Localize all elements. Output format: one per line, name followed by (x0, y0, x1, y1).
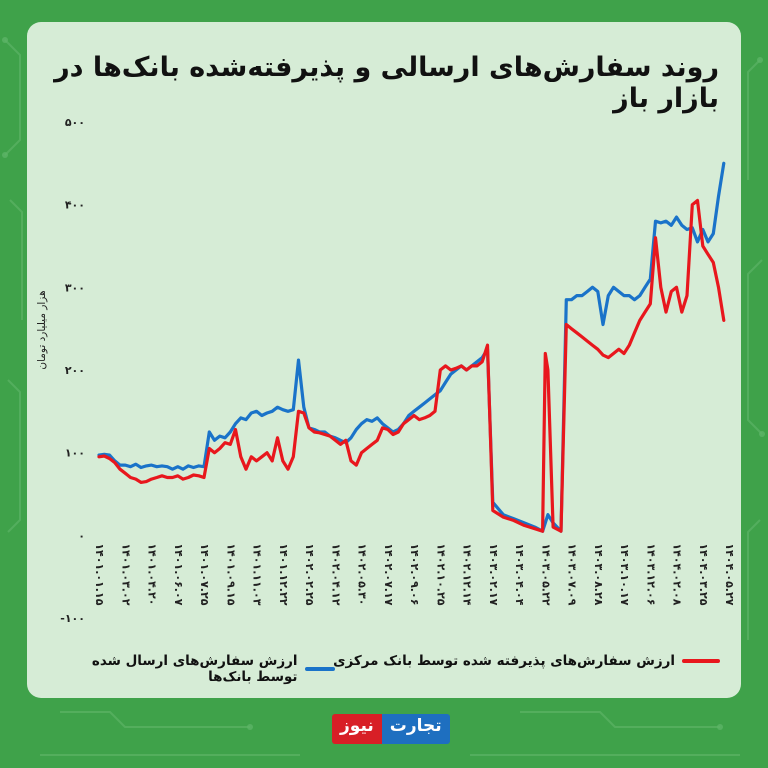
x-tick-label: ۱۴۰۱.۱۱.۰۳ (251, 543, 264, 605)
series-line-accepted (97, 198, 726, 533)
x-tick-label: ۱۴۰۴.۰۲.۰۸ (671, 543, 684, 605)
x-tick-label: ۱۴۰۳.۱۰.۱۷ (618, 543, 631, 605)
x-tick-label: ۱۴۰۴.۰۵.۲۷ (723, 543, 736, 605)
y-tick-label: -۱۰۰ (60, 612, 85, 625)
x-tick-label: ۱۴۰۳.۰۷.۰۹ (566, 543, 579, 605)
x-tick-label: ۱۴۰۲.۰۹.۰۶ (408, 543, 421, 605)
x-tick-label: ۱۴۰۳.۰۴.۰۴ (513, 543, 526, 605)
y-tick-label: ۵۰۰ (65, 116, 85, 129)
x-tick-label: ۱۴۰۲.۰۷.۱۷ (382, 543, 395, 605)
x-tick-label: ۱۴۰۱.۰۳.۰۲ (119, 543, 132, 605)
line-chart: -۱۰۰ ۰ ۱۰۰ ۲۰۰ ۳۰۰ ۴۰۰ ۵۰۰ هزار میلیارد تومان ۱۴… (36, 116, 736, 625)
legend-item-accepted: ارزش سفارش‌های پذیرفته شده توسط بانک مرک… (333, 653, 720, 669)
brand-logo-part1: تجارت (381, 714, 450, 744)
x-tick-label: ۱۴۰۱.۰۶.۰۷ (172, 543, 185, 605)
y-tick-label: ۰ (78, 529, 85, 542)
legend-label-sent: ارزش سفارش‌های ارسال شده توسط بانک‌ها (91, 653, 298, 685)
x-tick-label: ۱۴۰۳.۰۲.۱۷ (487, 543, 500, 605)
x-tick-label: ۱۴۰۱.۰۷.۲۵ (198, 543, 211, 605)
x-tick-label: ۱۴۰۲.۱۰.۲۵ (434, 543, 447, 605)
x-tick-label: ۱۴۰۱.۰۱.۱۵ (93, 543, 106, 605)
x-tick-label: ۱۴۰۲.۰۴.۱۲ (329, 543, 342, 605)
brand-logo: تجارت نیوز (332, 714, 450, 744)
legend-label-accepted: ارزش سفارش‌های پذیرفته شده توسط بانک مرک… (333, 653, 675, 669)
x-tick-label: ۱۴۰۱.۰۹.۱۵ (224, 543, 237, 605)
y-tick-label: ۳۰۰ (65, 281, 85, 294)
chart-panel: روند سفارش‌های ارسالی و پذیرفته‌شده بانک… (27, 22, 741, 698)
x-tick-label: ۱۴۰۱.۱۲.۲۲ (277, 543, 290, 605)
y-axis-label: هزار میلیارد تومان (36, 290, 48, 369)
x-tick-label: ۱۴۰۳.۱۲.۰۶ (644, 543, 657, 605)
legend-item-sent: ارزش سفارش‌های ارسال شده توسط بانک‌ها (57, 653, 335, 685)
x-tick-label: ۱۴۰۳.۰۸.۲۸ (592, 543, 605, 605)
brand-logo-part2: نیوز (332, 714, 382, 744)
x-tick-label: ۱۴۰۲.۱۲.۱۴ (461, 543, 474, 605)
chart-title: روند سفارش‌های ارسالی و پذیرفته‌شده بانک… (54, 52, 719, 114)
y-tick-label: ۱۰۰ (65, 447, 85, 460)
x-tick-label: ۱۴۰۴.۰۳.۲۵ (697, 543, 710, 605)
x-tick-label: ۱۴۰۲.۰۲.۲۵ (303, 543, 316, 605)
legend-swatch-accepted (682, 659, 720, 663)
x-tick-label: ۱۴۰۲.۰۵.۳۰ (356, 543, 369, 605)
y-tick-label: ۲۰۰ (65, 364, 85, 377)
y-tick-label: ۴۰۰ (65, 199, 85, 212)
x-tick-label: ۱۴۰۱.۰۴.۲۰ (146, 543, 159, 605)
chart-legend: ارزش سفارش‌های پذیرفته شده توسط بانک مرک… (57, 653, 720, 685)
x-tick-label: ۱۴۰۳.۰۵.۲۲ (539, 543, 552, 605)
legend-swatch-sent (304, 667, 335, 671)
